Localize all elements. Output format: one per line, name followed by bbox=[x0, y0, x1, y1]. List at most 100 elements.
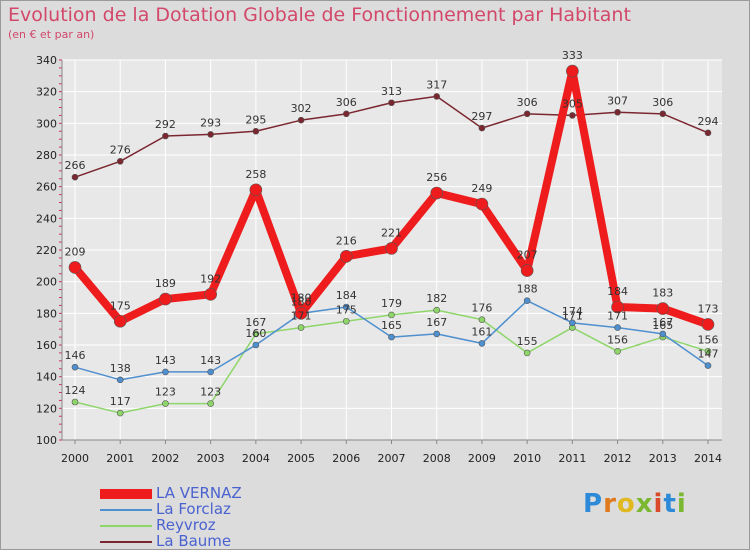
x-tick-label: 2001 bbox=[106, 452, 134, 465]
y-tick-label: 160 bbox=[36, 339, 57, 352]
data-point-reyvroz bbox=[388, 311, 395, 319]
data-label-la-vernaz: 221 bbox=[381, 226, 402, 239]
data-label-la-baume: 292 bbox=[155, 118, 176, 131]
legend-swatch-la-forclaz bbox=[100, 508, 152, 511]
data-point-la-baume bbox=[433, 93, 441, 100]
data-label-reyvroz: 182 bbox=[426, 292, 447, 305]
data-point-la-forclaz bbox=[342, 303, 350, 311]
legend-item-la-baume: La Baume bbox=[100, 533, 242, 549]
x-tick-label: 2011 bbox=[558, 452, 586, 465]
data-label-la-baume: 306 bbox=[652, 96, 673, 109]
data-label-la-baume: 305 bbox=[562, 97, 583, 110]
y-tick-label: 200 bbox=[36, 276, 57, 289]
data-label-la-baume: 293 bbox=[200, 116, 221, 129]
data-label-la-forclaz: 147 bbox=[698, 348, 719, 361]
x-tick-label: 2000 bbox=[61, 452, 89, 465]
y-tick-label: 240 bbox=[36, 212, 57, 225]
data-point-la-baume bbox=[252, 127, 260, 135]
data-point-la-vernaz bbox=[656, 302, 670, 315]
x-tick-label: 2008 bbox=[423, 452, 451, 465]
data-label-la-vernaz: 189 bbox=[155, 277, 176, 290]
data-point-reyvroz bbox=[433, 306, 441, 314]
data-label-reyvroz: 175 bbox=[336, 303, 357, 316]
data-point-la-forclaz bbox=[71, 363, 79, 371]
data-point-la-vernaz bbox=[430, 186, 444, 200]
data-label-reyvroz: 179 bbox=[381, 297, 402, 310]
y-tick-label: 280 bbox=[36, 149, 57, 162]
data-point-la-forclaz bbox=[388, 333, 395, 341]
proxiti-logo: Proxiti bbox=[583, 489, 687, 519]
data-point-la-forclaz bbox=[162, 368, 169, 376]
data-point-la-forclaz bbox=[659, 330, 667, 338]
data-label-la-vernaz: 207 bbox=[517, 249, 538, 262]
data-label-la-forclaz: 167 bbox=[652, 316, 673, 329]
legend-item-la-vernaz: LA VERNAZ bbox=[100, 485, 242, 501]
y-tick-label: 100 bbox=[36, 434, 57, 447]
data-point-la-forclaz bbox=[252, 341, 260, 349]
data-label-la-baume: 276 bbox=[110, 143, 131, 156]
data-point-la-baume bbox=[116, 158, 124, 165]
legend-swatch-reyvroz bbox=[100, 524, 152, 527]
x-tick-label: 2006 bbox=[332, 452, 360, 465]
data-point-reyvroz bbox=[252, 330, 260, 338]
data-label-la-vernaz: 173 bbox=[698, 302, 719, 315]
legend-label: La Forclaz bbox=[156, 500, 231, 518]
data-point-la-forclaz bbox=[569, 319, 576, 327]
data-point-la-vernaz bbox=[385, 242, 398, 255]
data-label-la-forclaz: 143 bbox=[200, 354, 221, 367]
y-tick-label: 140 bbox=[36, 371, 57, 384]
x-tick-label: 2003 bbox=[197, 452, 225, 465]
data-point-la-forclaz bbox=[116, 376, 124, 384]
legend-item-la-forclaz: La Forclaz bbox=[100, 501, 242, 517]
legend-label: LA VERNAZ bbox=[156, 484, 242, 502]
chart-title: Evolution de la Dotation Globale de Fonc… bbox=[8, 4, 631, 26]
y-tick-label: 120 bbox=[36, 402, 57, 415]
data-label-la-forclaz: 160 bbox=[245, 327, 266, 340]
data-point-la-vernaz bbox=[566, 64, 579, 78]
data-label-la-baume: 294 bbox=[698, 115, 719, 128]
data-label-reyvroz: 165 bbox=[652, 319, 673, 332]
data-label-la-vernaz: 192 bbox=[200, 272, 221, 285]
data-point-la-vernaz bbox=[113, 314, 127, 328]
data-label-reyvroz: 123 bbox=[155, 386, 176, 399]
data-label-la-baume: 295 bbox=[245, 113, 266, 126]
data-label-la-forclaz: 165 bbox=[381, 319, 402, 332]
data-point-la-baume bbox=[71, 173, 79, 181]
y-tick-label: 340 bbox=[36, 54, 57, 67]
data-label-la-vernaz: 175 bbox=[110, 299, 131, 312]
data-point-reyvroz bbox=[523, 349, 531, 357]
data-point-reyvroz bbox=[704, 348, 712, 355]
data-label-la-vernaz: 333 bbox=[562, 49, 583, 62]
data-point-la-vernaz bbox=[339, 250, 353, 263]
data-point-la-forclaz bbox=[614, 324, 621, 331]
data-label-la-forclaz: 171 bbox=[607, 310, 628, 323]
x-tick-label: 2007 bbox=[378, 452, 406, 465]
data-label-reyvroz: 167 bbox=[245, 316, 266, 329]
data-point-la-baume bbox=[569, 112, 576, 119]
data-label-la-forclaz: 138 bbox=[110, 362, 131, 375]
data-label-la-vernaz: 249 bbox=[471, 182, 492, 195]
data-point-la-forclaz bbox=[523, 297, 531, 304]
data-label-la-forclaz: 184 bbox=[336, 289, 357, 302]
data-label-la-vernaz: 180 bbox=[291, 291, 312, 304]
data-label-reyvroz: 156 bbox=[698, 333, 719, 346]
data-label-la-vernaz: 258 bbox=[245, 168, 266, 181]
data-label-la-forclaz: 180 bbox=[291, 295, 312, 308]
data-label-la-baume: 297 bbox=[471, 110, 492, 123]
data-point-la-vernaz bbox=[701, 318, 715, 331]
x-tick-label: 2009 bbox=[468, 452, 496, 465]
y-tick-label: 320 bbox=[36, 86, 57, 99]
data-label-la-vernaz: 256 bbox=[426, 171, 447, 184]
x-tick-label: 2010 bbox=[513, 452, 541, 465]
data-point-reyvroz bbox=[116, 409, 124, 417]
data-point-la-baume bbox=[523, 110, 531, 118]
y-tick-label: 260 bbox=[36, 181, 57, 194]
data-label-reyvroz: 156 bbox=[607, 333, 628, 346]
data-label-la-forclaz: 143 bbox=[155, 354, 176, 367]
data-point-reyvroz bbox=[207, 400, 214, 407]
y-tick-label: 180 bbox=[36, 307, 57, 320]
x-tick-label: 2013 bbox=[649, 452, 677, 465]
data-label-reyvroz: 176 bbox=[471, 302, 492, 315]
data-label-la-baume: 306 bbox=[517, 96, 538, 109]
